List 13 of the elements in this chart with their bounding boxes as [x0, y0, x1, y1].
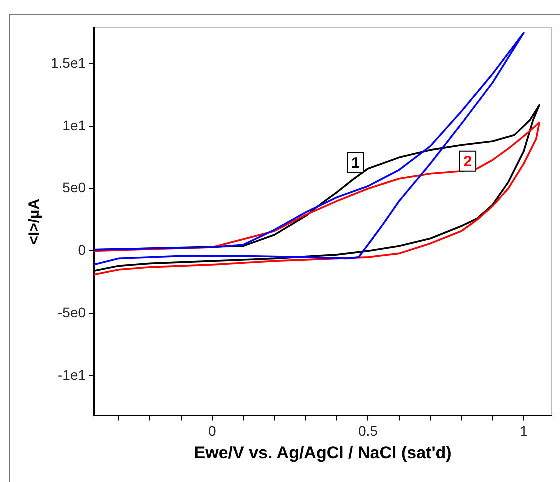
y-tick-label: 5e0	[62, 180, 86, 196]
y-tick-label: 0	[78, 242, 86, 258]
y-tick-label: -1e1	[58, 366, 86, 383]
y-tick-label: -5e0	[58, 304, 86, 320]
annotation: 2	[464, 154, 472, 171]
y-axis-title: <I>/μA	[26, 198, 44, 245]
x-tick-label: 1	[520, 423, 528, 440]
y-tick-label: 1e1	[62, 117, 86, 134]
x-axis-title: Ewe/V vs. Ag/AgCl / NaCl (sat'd)	[194, 443, 452, 462]
x-tick-label: 0.5	[358, 423, 378, 440]
y-tick-label: 1.5e1	[50, 55, 86, 72]
x-tick-label: 0	[208, 423, 217, 440]
annotation: 1	[352, 154, 360, 172]
